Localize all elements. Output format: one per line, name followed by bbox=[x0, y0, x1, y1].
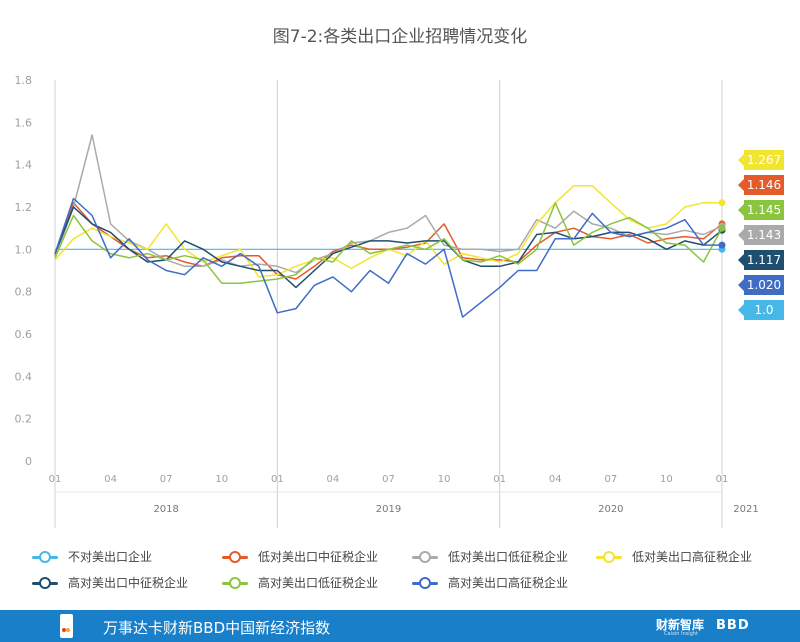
legend-swatch-icon bbox=[412, 576, 438, 589]
x-tick-label: 04 bbox=[327, 474, 340, 485]
end-value-tag: 1.143 bbox=[738, 225, 784, 245]
legend-item: 高对美出口中征税企业 bbox=[32, 574, 188, 591]
y-tick-label: 1.4 bbox=[15, 159, 33, 172]
legend-label: 高对美出口低征税企业 bbox=[258, 576, 379, 590]
end-value-label: 1.117 bbox=[747, 253, 781, 267]
x-tick-label: 01 bbox=[49, 474, 62, 485]
x-tick-label: 07 bbox=[160, 474, 173, 485]
end-value-tag: 1.020 bbox=[738, 275, 784, 295]
x-tick-label: 04 bbox=[549, 474, 562, 485]
end-value-tag-bg bbox=[738, 175, 784, 195]
x-tick-label: 07 bbox=[604, 474, 617, 485]
legend-item: 高对美出口高征税企业 bbox=[412, 574, 568, 591]
legend-swatch-icon bbox=[32, 550, 58, 563]
caixin-insight-logo: 财新智库 bbox=[656, 618, 705, 632]
y-tick-label: 0 bbox=[25, 455, 32, 468]
end-value-tag: 1.267 bbox=[738, 150, 784, 170]
x-tick-label: 01 bbox=[493, 474, 506, 485]
y-tick-label: 1.0 bbox=[15, 243, 33, 256]
series-line bbox=[54, 202, 723, 284]
y-tick-label: 0.6 bbox=[15, 328, 33, 341]
chart: 图7-2:各类出口企业招聘情况变化 0 0.2 0.4 0.6 0.8 1.0 1.2 1.4… bbox=[15, 27, 784, 528]
legend-swatch-icon bbox=[412, 550, 438, 563]
series-line bbox=[54, 197, 722, 318]
end-value-label: 1.143 bbox=[747, 228, 781, 242]
series-line bbox=[54, 134, 723, 274]
y-tick-label: 1.6 bbox=[15, 116, 33, 129]
series-end-marker bbox=[718, 224, 726, 232]
year-label: 2020 bbox=[598, 504, 623, 515]
legend-swatch-icon bbox=[32, 576, 58, 589]
legend-item: 低对美出口低征税企业 bbox=[412, 548, 568, 565]
year-label: 2019 bbox=[376, 504, 401, 515]
legend-label: 低对美出口低征税企业 bbox=[448, 550, 569, 564]
x-tick-label: 01 bbox=[271, 474, 284, 485]
end-value-tag: 1.146 bbox=[738, 175, 784, 195]
legend-item: 不对美出口企业 bbox=[32, 548, 152, 565]
end-value-tag-bg bbox=[738, 225, 784, 245]
end-value-tag-bg bbox=[738, 275, 784, 295]
legend-swatch-icon bbox=[222, 576, 248, 589]
x-tick-label: 04 bbox=[104, 474, 117, 485]
end-value-label: 1.0 bbox=[754, 303, 773, 317]
series-line bbox=[54, 185, 722, 278]
legend-swatch-icon bbox=[222, 550, 248, 563]
x-tick-label: 07 bbox=[382, 474, 395, 485]
mastercard-card-icon bbox=[60, 614, 73, 638]
y-tick-label: 0.2 bbox=[15, 413, 33, 426]
end-value-label: 1.020 bbox=[747, 278, 781, 292]
legend-label: 低对美出口中征税企业 bbox=[258, 550, 379, 564]
series-end-marker bbox=[718, 241, 726, 249]
end-value-label: 1.145 bbox=[747, 203, 781, 217]
end-value-tag-bg bbox=[738, 200, 784, 220]
y-tick-label: 0.8 bbox=[15, 286, 33, 299]
y-tick-label: 1.2 bbox=[15, 201, 33, 214]
legend-item: 低对美出口中征税企业 bbox=[222, 548, 378, 565]
legend-item: 高对美出口低征税企业 bbox=[222, 574, 378, 591]
chart-title: 图7-2:各类出口企业招聘情况变化 bbox=[273, 27, 528, 47]
end-value-label: 1.267 bbox=[747, 153, 781, 167]
legend-item: 低对美出口高征税企业 bbox=[596, 548, 752, 565]
series-end-marker bbox=[718, 199, 726, 207]
footer-banner: 万事达卡财新BBD中国新经济指数 财新智库 Caixin Insight BBD bbox=[0, 610, 800, 642]
y-tick-label: 1.8 bbox=[15, 74, 33, 87]
end-value-label: 1.146 bbox=[747, 178, 781, 192]
footer-title: 万事达卡财新BBD中国新经济指数 bbox=[103, 619, 331, 637]
legend-label: 高对美出口高征税企业 bbox=[448, 576, 569, 590]
legend-label: 低对美出口高征税企业 bbox=[632, 550, 753, 564]
end-value-tag-bg bbox=[738, 250, 784, 270]
x-tick-label: 10 bbox=[215, 474, 228, 485]
x-tick-label: 10 bbox=[660, 474, 673, 485]
series-line bbox=[54, 206, 723, 289]
end-value-tag-bg bbox=[738, 150, 784, 170]
legend-swatch-icon bbox=[596, 550, 622, 563]
x-tick-label: 01 bbox=[716, 474, 729, 485]
caixin-insight-sub: Caixin Insight bbox=[664, 631, 698, 637]
end-value-tag: 1.145 bbox=[738, 200, 784, 220]
end-value-tag-bg bbox=[738, 300, 784, 320]
end-value-tag: 1.0 bbox=[738, 300, 784, 320]
legend-label: 不对美出口企业 bbox=[68, 550, 153, 564]
end-value-tag: 1.117 bbox=[738, 250, 784, 270]
year-label: 2018 bbox=[153, 504, 178, 515]
year-label: 2021 bbox=[733, 504, 758, 515]
bbd-logo: BBD bbox=[716, 618, 750, 633]
legend-label: 高对美出口中征税企业 bbox=[68, 576, 189, 590]
x-tick-label: 10 bbox=[438, 474, 451, 485]
y-tick-label: 0.4 bbox=[15, 370, 33, 383]
